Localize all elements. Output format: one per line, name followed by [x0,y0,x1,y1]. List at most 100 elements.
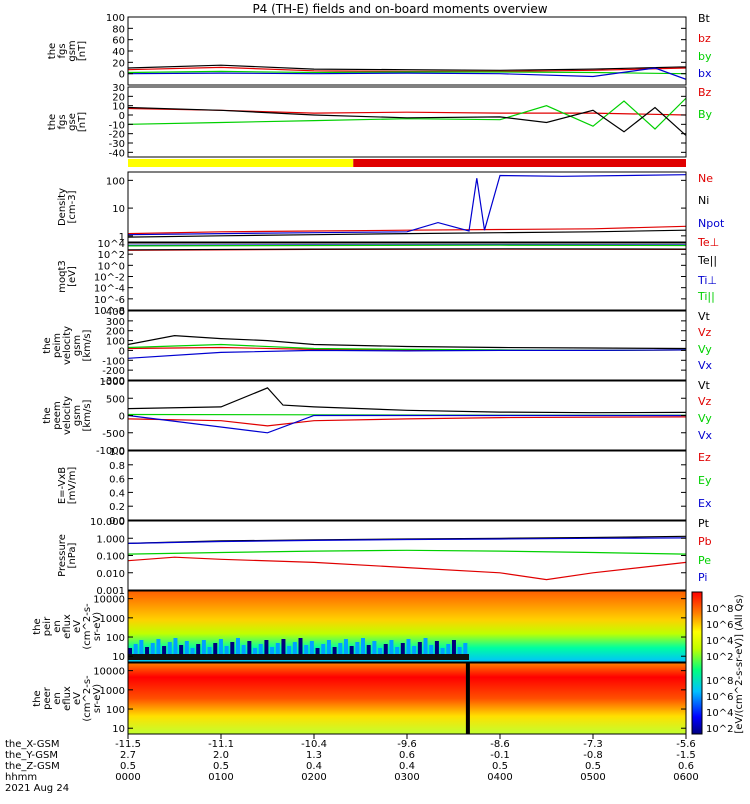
y-tick-label: 100 [106,13,125,24]
panel-frame [127,520,687,591]
spectrogram-cell [270,647,275,656]
panel-frame [127,171,687,243]
y-tick-label: -40 [109,148,125,159]
x-axis-row-label: hhmm [5,772,37,783]
x-tick-label: -11.1 [208,739,234,750]
y-tick-label: 10^2 [98,250,125,261]
y-axis-label: [mV/m] [67,467,78,505]
y-axis-label: en [52,620,63,633]
legend-entry: Te⊥ [697,236,719,249]
y-tick-label: 30 [112,83,125,94]
y-axis-label: fgs [57,114,68,129]
y-tick-label: 0.100 [96,552,125,563]
y-tick-label: 200 [106,327,125,338]
spectrogram-cell [173,638,178,656]
panel-peem_velocity: 1000 500 0 -500 -1000 the peem velocity gsm [km/s… [42,377,713,457]
x-axis-row-label: the_Z-GSM [5,761,60,772]
spectrogram-cell [150,643,155,656]
spectrogram-cell [332,647,337,656]
x-tick-label: 0200 [301,772,326,783]
y-tick-label: -100 [102,356,125,367]
spectrogram-cell [366,645,371,656]
x-tick-label: -0.1 [490,750,510,761]
y-axis-label: [km/s] [82,399,93,431]
y-tick-label: 10 [112,652,125,663]
spectrogram-cell [389,640,394,656]
y-tick-label: 100 [106,337,125,348]
y-tick-label: 10^-2 [94,273,125,284]
x-axis-row-label: 2021 Aug 24 [5,783,69,794]
x-tick-label: -1.5 [676,750,696,761]
y-axis-label: peir [42,616,53,636]
legend-entry: Ni [698,194,709,207]
legend-entry: Ey [698,474,712,487]
spectrogram-cell [343,639,348,656]
spectrogram-cell [446,644,451,656]
spectrogram-cell [264,640,269,656]
y-axis-label: velocity [62,396,73,435]
legend-entry: Vz [698,326,712,339]
legend-entry: Ti⊥ [697,274,717,287]
spectrogram-gap [465,663,470,734]
spectrogram-cell [355,642,360,656]
spectrogram-cell [145,647,150,656]
spectrogram-cell [338,643,343,656]
series-line-green [128,70,686,75]
spectrogram-cell [224,646,229,656]
y-tick-label: 20 [112,92,125,103]
spectrogram-cell [440,648,445,656]
x-tick-label: 1.3 [306,750,322,761]
spectrogram-cell [196,644,201,656]
y-axis-label: sr-eV) [92,612,103,641]
plot-title: P4 (TH-E) fields and on-board moments ov… [252,2,547,16]
spectrogram-cell [156,639,161,656]
y-tick-label: 10 [112,724,125,735]
spectrogram-cell [201,640,206,656]
y-tick-label: 1 [119,232,125,243]
x-tick-label: -10.4 [301,739,327,750]
legend-entry: Vt [698,379,711,392]
panel-peir_spectrogram: 10000 1000 100 10 the peir en eflux eV (cm^2-s-sr… [32,590,687,663]
series-line-red [128,225,686,235]
spectrogram-cell [139,640,144,656]
y-axis-label: the [32,618,43,634]
x-tick-label: 0300 [394,772,419,783]
y-tick-label: 10^0 [98,261,125,272]
y-axis-label: the [47,43,58,59]
x-tick-label: -5.6 [676,739,696,750]
y-axis-label: [nT] [77,41,88,61]
y-axis-label: eV [72,620,83,633]
spectrogram-cell [395,647,400,656]
spectrogram-cell [162,646,167,656]
y-axis-label: the [42,337,53,353]
spectrogram-cell [213,643,218,656]
y-tick-label: 1000 [100,377,125,388]
spectrogram-cell [321,644,326,656]
spectrogram-cell [429,645,434,656]
spectrogram-cell [241,645,246,656]
legend-entry: Vx [698,359,713,372]
y-tick-label: 10 [112,102,125,113]
legend-entry: Ez [698,451,711,464]
spectrogram-cell [304,645,309,656]
series-line-blue [128,349,686,359]
spectrogram-cell [133,644,138,656]
x-tick-label: 2.7 [120,750,136,761]
series-line-blue [128,174,686,236]
legend-entry: Pi [698,571,707,584]
spectrogram-cell [463,643,468,656]
series-line-red [128,107,686,116]
y-tick-label: -30 [109,139,125,150]
series-line-red [128,556,686,581]
y-axis-label: the [42,407,53,423]
x-tick-label: 0.4 [399,761,415,772]
y-axis-label: Density [57,188,68,226]
legend-entry: Pe [698,554,711,567]
colorbar-tick-label: 10^4 [706,708,733,719]
x-axis-row-label: the_X-GSM [5,739,59,750]
y-axis-label: (cm^2-s- [82,675,93,722]
panel-frame [127,86,687,158]
spectrogram-cell [400,643,405,656]
y-axis-label: gsm [72,405,83,426]
